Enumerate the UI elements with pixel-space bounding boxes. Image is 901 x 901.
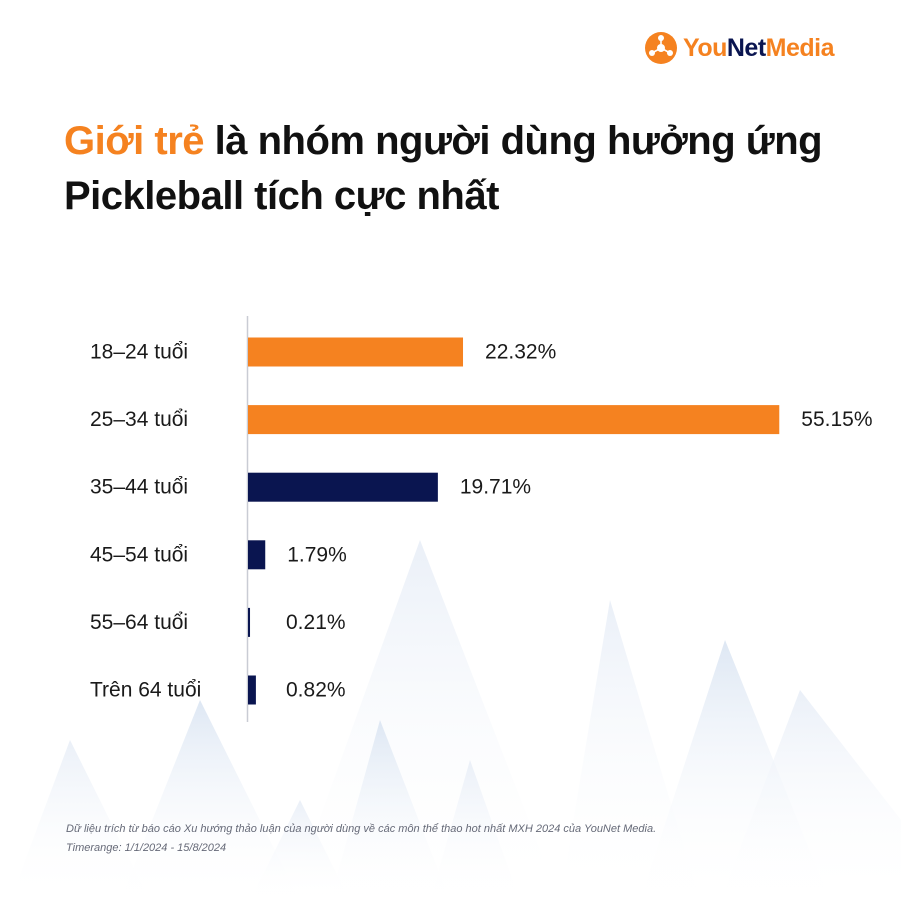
bar: [248, 675, 256, 705]
value-label: 22.32%: [485, 341, 556, 364]
category-label: Trên 64 tuổi: [90, 679, 201, 702]
page-title: Giới trẻ là nhóm người dùng hưởng ứng Pi…: [64, 114, 864, 224]
value-label: 0.82%: [286, 679, 346, 702]
category-label: 25–34 tuổi: [90, 408, 188, 431]
source-footnote: Dữ liệu trích từ báo cáo Xu hướng thảo l…: [66, 820, 656, 858]
value-label: 1.79%: [287, 543, 347, 566]
logo-mark-icon: [645, 32, 677, 64]
bar: [248, 337, 464, 367]
title-rest: là nhóm người dùng hưởng ứng Pickleball …: [64, 119, 823, 218]
bar: [248, 540, 266, 570]
logo-wordmark: YouNetMedia: [683, 33, 835, 62]
value-label: 0.21%: [286, 611, 346, 634]
category-label: 35–44 tuổi: [90, 476, 188, 499]
logo-media-text: Media: [765, 33, 835, 62]
title-highlight: Giới trẻ: [64, 119, 205, 163]
footnote-source: Dữ liệu trích từ báo cáo Xu hướng thảo l…: [66, 823, 657, 835]
category-label: 18–24 tuổi: [90, 341, 188, 364]
bar: [248, 607, 251, 637]
logo-you-text: You: [683, 33, 727, 62]
younet-media-logo: YouNetMedia: [644, 30, 835, 66]
bar: [248, 405, 780, 435]
footnote-timerange: Timerange: 1/1/2024 - 15/8/2024: [66, 842, 227, 854]
bar: [248, 472, 438, 502]
logo-net-text: Net: [726, 33, 766, 62]
category-label: 45–54 tuổi: [90, 543, 188, 566]
value-label: 55.15%: [801, 408, 872, 431]
category-label: 55–64 tuổi: [90, 611, 188, 634]
value-label: 19.71%: [460, 476, 531, 499]
